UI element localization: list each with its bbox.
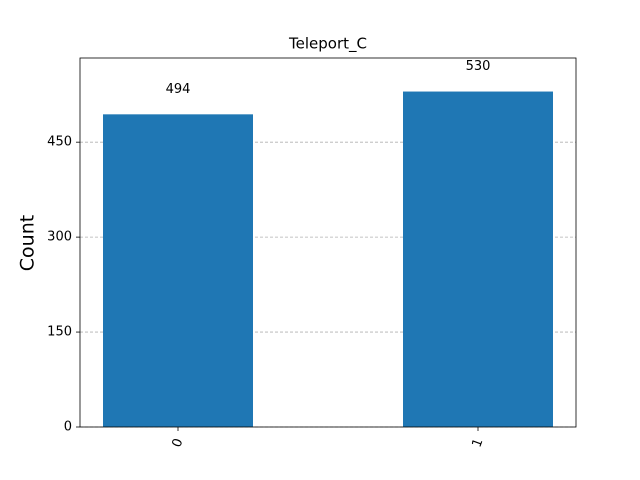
y-tick-label: 450 (47, 135, 72, 150)
bar (403, 91, 553, 427)
y-tick-label: 150 (47, 325, 72, 340)
data-label: 494 (166, 82, 191, 97)
axes-frame (79, 57, 577, 428)
bar (103, 114, 253, 427)
chart-title: Teleport_C (288, 35, 367, 54)
data-label: 530 (466, 59, 491, 74)
y-tick-label: 0 (64, 420, 72, 435)
y-axis-label: Count (17, 215, 39, 271)
y-tick-label: 300 (47, 230, 72, 245)
